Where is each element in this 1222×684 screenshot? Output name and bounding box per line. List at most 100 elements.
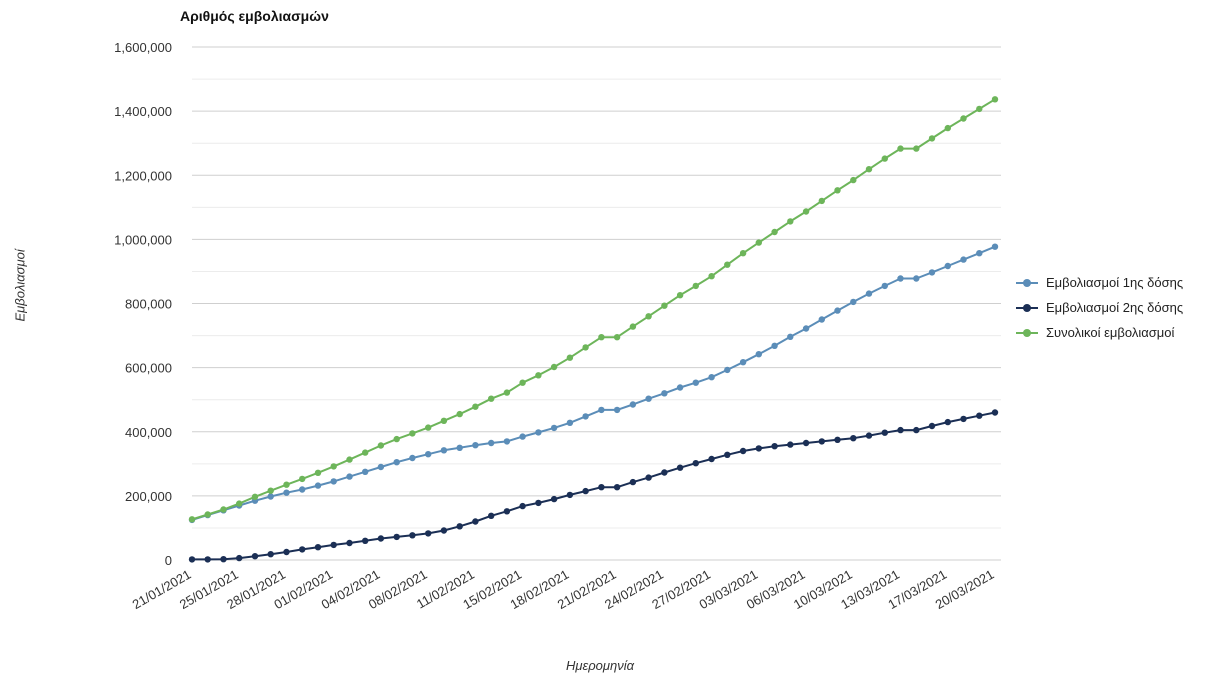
data-point bbox=[928, 422, 936, 430]
data-point bbox=[472, 442, 479, 449]
data-point bbox=[236, 554, 243, 562]
data-point bbox=[598, 484, 605, 491]
data-point bbox=[566, 491, 574, 499]
legend-label: Εμβολιασμοί 1ης δόσης bbox=[1046, 275, 1184, 290]
data-point bbox=[739, 447, 747, 455]
data-point bbox=[409, 430, 416, 437]
data-point bbox=[550, 495, 558, 503]
chart-title: Αριθμός εμβολιασμών bbox=[180, 8, 329, 24]
data-point bbox=[645, 395, 652, 402]
data-point bbox=[409, 454, 416, 462]
data-point bbox=[755, 351, 762, 358]
legend: Εμβολιασμοί 1ης δόσης Εμβολιασμοί 2ης δό… bbox=[1016, 270, 1183, 345]
data-point bbox=[834, 187, 841, 194]
data-point bbox=[802, 325, 810, 332]
data-point bbox=[787, 333, 794, 340]
data-point bbox=[913, 426, 920, 434]
x-axis-title: Ημερομηνία bbox=[565, 658, 635, 673]
data-point bbox=[440, 447, 448, 454]
data-point bbox=[976, 412, 983, 419]
data-point bbox=[676, 384, 684, 391]
series-line bbox=[191, 245, 996, 521]
data-point bbox=[613, 484, 621, 491]
data-point bbox=[550, 424, 558, 432]
data-point bbox=[582, 344, 589, 351]
data-point bbox=[535, 499, 542, 507]
series-line bbox=[191, 98, 996, 521]
data-point bbox=[188, 516, 196, 523]
data-point bbox=[944, 124, 951, 132]
data-point bbox=[346, 539, 353, 547]
data-point bbox=[535, 429, 542, 436]
data-point bbox=[708, 273, 715, 280]
data-point bbox=[991, 409, 999, 416]
data-point bbox=[519, 379, 526, 386]
data-point bbox=[802, 439, 810, 447]
legend-swatch bbox=[1016, 328, 1038, 338]
data-point bbox=[897, 275, 904, 282]
data-point bbox=[944, 418, 951, 426]
data-point bbox=[755, 239, 762, 246]
data-point bbox=[850, 176, 857, 184]
data-point bbox=[550, 363, 558, 371]
legend-item[interactable]: Εμβολιασμοί 1ης δόσης bbox=[1016, 270, 1183, 295]
data-point bbox=[393, 435, 400, 443]
data-point bbox=[818, 197, 825, 205]
y-tick-label: 800,000 bbox=[125, 297, 172, 312]
data-point bbox=[976, 105, 983, 113]
data-point bbox=[519, 502, 526, 510]
y-tick-label: 1,600,000 bbox=[114, 40, 172, 55]
y-tick-label: 1,200,000 bbox=[114, 168, 172, 183]
data-point bbox=[377, 535, 385, 542]
data-point bbox=[456, 444, 463, 451]
data-point bbox=[787, 441, 794, 448]
data-point bbox=[267, 551, 274, 558]
data-point bbox=[802, 208, 810, 215]
data-point bbox=[598, 406, 605, 414]
data-point bbox=[503, 389, 511, 396]
series-line bbox=[192, 411, 996, 561]
data-point bbox=[928, 135, 936, 142]
data-point bbox=[377, 442, 385, 449]
data-point bbox=[724, 451, 731, 458]
data-point bbox=[566, 354, 574, 361]
data-point bbox=[834, 436, 841, 443]
data-point bbox=[314, 544, 322, 551]
data-point bbox=[913, 275, 920, 282]
data-point bbox=[739, 250, 747, 257]
legend-item[interactable]: Εμβολιασμοί 2ης δόσης bbox=[1016, 295, 1183, 320]
data-point bbox=[488, 439, 495, 447]
data-point bbox=[425, 451, 432, 458]
legend-item[interactable]: Συνολικοί εμβολιασμοί bbox=[1016, 320, 1183, 345]
data-point bbox=[692, 379, 699, 386]
data-point bbox=[692, 282, 699, 290]
data-point bbox=[881, 155, 888, 162]
data-point bbox=[440, 527, 448, 534]
data-point bbox=[251, 553, 259, 560]
data-point bbox=[472, 518, 479, 525]
data-point bbox=[472, 403, 479, 410]
data-point bbox=[881, 429, 888, 436]
data-point bbox=[503, 438, 511, 445]
data-point bbox=[582, 413, 589, 420]
data-point bbox=[976, 250, 983, 257]
data-point bbox=[676, 464, 684, 471]
data-point bbox=[850, 298, 857, 306]
data-point bbox=[818, 316, 825, 323]
data-point bbox=[330, 478, 337, 485]
data-point bbox=[330, 463, 337, 470]
data-point bbox=[314, 469, 322, 476]
data-point bbox=[488, 512, 495, 519]
data-point bbox=[724, 366, 731, 374]
data-point bbox=[771, 342, 778, 349]
data-point bbox=[865, 166, 873, 173]
data-point bbox=[960, 115, 967, 122]
data-point bbox=[613, 406, 621, 414]
data-point bbox=[283, 489, 290, 496]
data-point bbox=[204, 511, 211, 518]
data-point bbox=[850, 435, 857, 442]
y-tick-label: 600,000 bbox=[125, 361, 172, 376]
data-point bbox=[692, 460, 699, 467]
data-point bbox=[661, 302, 668, 309]
